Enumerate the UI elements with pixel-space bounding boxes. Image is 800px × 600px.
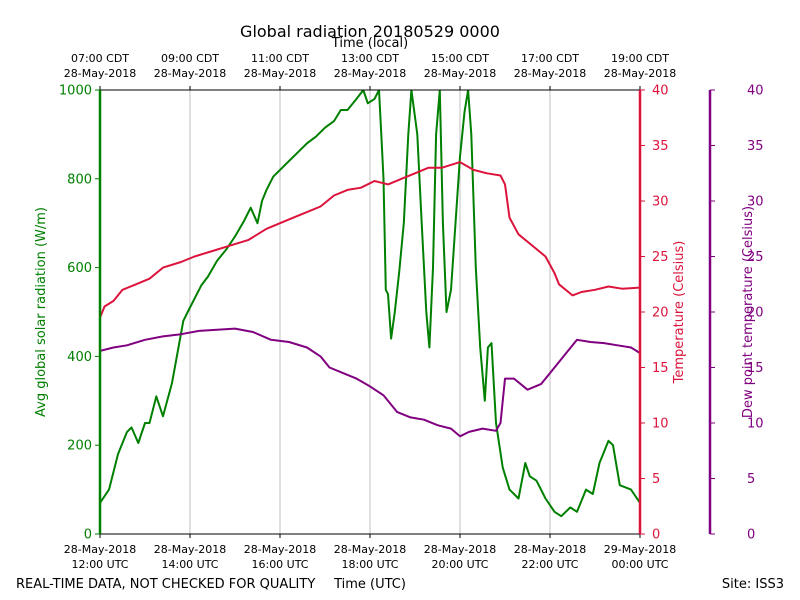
top-tick-time: 17:00 CDT <box>521 52 579 65</box>
bottom-tick-date: 28-May-2018 <box>334 543 406 556</box>
top-tick-time: 11:00 CDT <box>251 52 309 65</box>
top-tick-date: 28-May-2018 <box>334 67 406 80</box>
top-tick-time: 15:00 CDT <box>431 52 489 65</box>
temperature-tick-label: 15 <box>652 361 669 376</box>
bottom-axis-label: Time (UTC) <box>333 577 406 592</box>
radiation-tick-label: 200 <box>67 439 92 454</box>
temperature-tick-label: 0 <box>652 528 660 543</box>
bottom-tick-time: 22:00 UTC <box>521 558 578 571</box>
bottom-tick-time: 12:00 UTC <box>71 558 128 571</box>
bottom-tick-time: 16:00 UTC <box>251 558 308 571</box>
radiation-series-line <box>100 90 640 518</box>
temperature-series-line <box>100 161 640 318</box>
dewpoint-tick-label: 25 <box>747 250 764 265</box>
dewpoint-tick-label: 20 <box>747 306 764 321</box>
dewpoint-tick-label: 40 <box>747 84 764 99</box>
temperature-tick-label: 35 <box>652 139 669 154</box>
temperature-tick-label: 20 <box>652 306 669 321</box>
dewpoint-tick-label: 15 <box>747 361 764 376</box>
radiation-tick-label: 600 <box>67 261 92 276</box>
radiation-tick-label: 400 <box>67 350 92 365</box>
dewpoint-tick-label: 10 <box>747 417 764 432</box>
bottom-tick-date: 28-May-2018 <box>154 543 226 556</box>
top-tick-date: 28-May-2018 <box>154 67 226 80</box>
temperature-tick-label: 40 <box>652 84 669 99</box>
bottom-tick-date: 29-May-2018 <box>604 543 676 556</box>
dewpoint-axis-label: Dew point temperature (Celsius) <box>741 206 756 418</box>
temperature-tick-label: 30 <box>652 195 669 210</box>
top-tick-time: 19:00 CDT <box>611 52 669 65</box>
radiation-tick-label: 0 <box>84 528 92 543</box>
top-axis-label: Time (local) <box>331 36 408 51</box>
footer-site-label: Site: ISS3 <box>722 577 784 592</box>
top-tick-date: 28-May-2018 <box>514 67 586 80</box>
bottom-tick-date: 28-May-2018 <box>424 543 496 556</box>
series-layer <box>100 90 640 518</box>
temperature-tick-label: 25 <box>652 250 669 265</box>
top-tick-date: 28-May-2018 <box>64 67 136 80</box>
bottom-tick-date: 28-May-2018 <box>514 543 586 556</box>
axes-layer: 28-May-2018 12:00 UTC 28-May-2018 14:00 UTC… <box>59 52 764 571</box>
top-tick-time: 09:00 CDT <box>161 52 219 65</box>
top-tick-date: 28-May-2018 <box>244 67 316 80</box>
dewpoint-tick-label: 30 <box>747 195 764 210</box>
footer-quality-note: REAL-TIME DATA, NOT CHECKED FOR QUALITY <box>16 577 315 592</box>
top-tick-date: 28-May-2018 <box>604 67 676 80</box>
bottom-tick-time: 14:00 UTC <box>161 558 218 571</box>
temperature-tick-label: 10 <box>652 417 669 432</box>
top-tick-time: 07:00 CDT <box>71 52 129 65</box>
dewpoint-tick-label: 5 <box>747 472 755 487</box>
dewpoint-series-line <box>100 327 640 438</box>
bottom-tick-date: 28-May-2018 <box>244 543 316 556</box>
bottom-tick-time: 18:00 UTC <box>341 558 398 571</box>
top-tick-time: 13:00 CDT <box>341 52 399 65</box>
dewpoint-tick-label: 35 <box>747 139 764 154</box>
temperature-tick-label: 5 <box>652 472 660 487</box>
bottom-tick-time: 20:00 UTC <box>431 558 488 571</box>
chart-title: Global radiation 20180529 0000 <box>240 22 500 41</box>
radiation-tick-label: 1000 <box>59 84 92 99</box>
dewpoint-tick-label: 0 <box>747 528 755 543</box>
top-tick-date: 28-May-2018 <box>424 67 496 80</box>
radiation-axis-label: Avg global solar radiation (W/m) <box>34 207 49 417</box>
bottom-tick-date: 28-May-2018 <box>64 543 136 556</box>
temperature-axis-label: Temperature (Celsius) <box>672 241 687 385</box>
radiation-tick-label: 800 <box>67 172 92 187</box>
grid-lines <box>189 90 551 534</box>
bottom-tick-time: 00:00 UTC <box>611 558 668 571</box>
